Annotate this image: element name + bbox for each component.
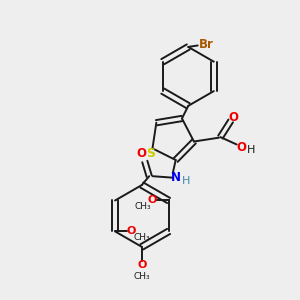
Text: N: N [171,171,181,184]
Text: S: S [146,147,155,160]
Text: O: O [137,260,146,270]
Text: Br: Br [199,38,214,51]
Text: CH₃: CH₃ [134,272,150,281]
Text: O: O [148,195,157,205]
Text: O: O [228,111,238,124]
Text: O: O [127,226,136,236]
Text: O: O [136,147,146,160]
Text: H: H [247,145,256,155]
Text: O: O [236,142,246,154]
Text: H: H [182,176,190,186]
Text: CH₃: CH₃ [133,233,150,242]
Text: CH₃: CH₃ [134,202,151,211]
